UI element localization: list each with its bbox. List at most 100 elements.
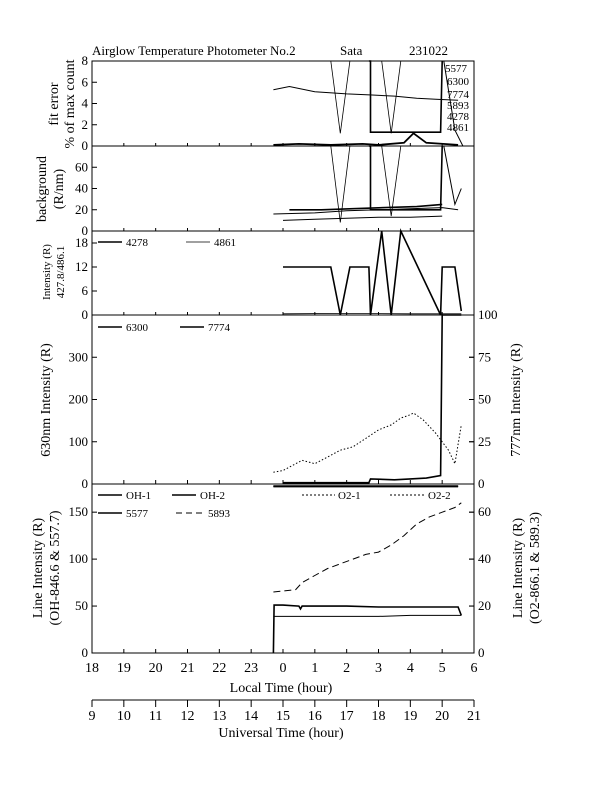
legend-label-7774: 7774 (208, 322, 231, 334)
xtick-label-ut-18: 18 (372, 709, 386, 724)
ylabel-427-486-line1: Intensity (R) (41, 244, 53, 300)
line-label-5893: 5893 (447, 100, 470, 112)
station-name: Sata (340, 43, 363, 58)
series-fe_spike-0-5 (443, 60, 464, 147)
ytick-label-0-0: 0 (82, 138, 89, 153)
ytick-label-4-150: 150 (69, 504, 89, 519)
xtick-label-ut-10: 10 (117, 709, 131, 724)
y2tick-label-3-25: 25 (478, 434, 491, 449)
xtick-label-ut-19: 19 (403, 709, 417, 724)
series-bg_box-1-3 (368, 145, 443, 211)
chart-panels: 0246802040600612180100200300025507510005… (69, 53, 498, 724)
ylabel-fit-error-line1: fit error (47, 82, 62, 125)
ylabel-background-line1: background (35, 156, 50, 222)
ytick-label-2-18: 18 (75, 235, 88, 250)
line-label-5577: 5577 (445, 63, 468, 75)
legend-6300-7774: 6300 7774 (98, 322, 231, 334)
series-bg_2-1-1 (289, 203, 443, 211)
panel-frame-1 (91, 145, 475, 232)
ytick-label-1-0: 0 (82, 223, 89, 238)
y2tick-label-3-75: 75 (478, 349, 491, 364)
ylabel-777: 777nm Intensity (R) (509, 343, 524, 457)
xtick-label-ut-13: 13 (212, 709, 226, 724)
legend-label-o22: O2-2 (428, 490, 451, 502)
xtick-label-ut-21: 21 (467, 709, 481, 724)
y2tick-label-4-60: 60 (478, 504, 491, 519)
line-label-4278: 4278 (447, 111, 470, 123)
line-label-4861: 4861 (447, 122, 469, 134)
ytick-label-0-4: 4 (82, 96, 89, 111)
ylabel-o2-589-line2: (O2-866.1 & 589.3) (528, 512, 543, 624)
ylabel-oh-557-line1: Line Intensity (R) (31, 518, 46, 619)
ylabel-background: background (R/nm) (35, 156, 67, 222)
xtick-label-ut-9: 9 (89, 709, 96, 724)
xtick-label-local-6: 6 (471, 661, 478, 676)
ylabel-fit-error-line2: % of max count (63, 59, 78, 148)
xtick-label-ut-17: 17 (340, 709, 354, 724)
series-fe_box-0-2 (368, 60, 443, 133)
ytick-label-2-6: 6 (82, 283, 89, 298)
legend-label-5577: 5577 (126, 508, 149, 520)
ylabel-fit-error: fit error % of max count (47, 59, 78, 148)
ytick-label-4-0: 0 (82, 645, 89, 660)
ylabel-427-486-line2: 427.8/486.1 (55, 246, 67, 299)
xtick-label-local-23: 23 (244, 661, 258, 676)
ytick-label-2-12: 12 (75, 259, 88, 274)
xtick-label-local-19: 19 (117, 661, 131, 676)
xtick-label-local-0: 0 (280, 661, 287, 676)
xtick-label-ut-20: 20 (435, 709, 449, 724)
series-fe_lower-0-1 (273, 132, 459, 146)
series-5577-4-4 (272, 604, 463, 654)
ytick-label-3-200: 200 (69, 392, 89, 407)
series-bg_spike-1-6 (443, 145, 462, 207)
ytick-label-3-0: 0 (82, 476, 89, 491)
xtick-label-local-2: 2 (343, 661, 350, 676)
ylabel-427-486: Intensity (R) 427.8/486.1 (41, 244, 67, 300)
xtick-label-local-21: 21 (181, 661, 195, 676)
ytick-label-3-300: 300 (69, 349, 89, 364)
legend-label-6300: 6300 (126, 322, 149, 334)
ylabel-o2-589-line1: Line Intensity (R) (511, 518, 526, 619)
xtick-label-ut-11: 11 (149, 709, 162, 724)
ytick-label-3-100: 100 (69, 434, 89, 449)
ytick-label-2-0: 0 (82, 307, 89, 322)
legend-label-oh1: OH-1 (126, 490, 151, 502)
ytick-label-0-8: 8 (82, 53, 89, 68)
ylabel-background-line2: (R/nm) (52, 168, 67, 209)
ylabel-oh-557: Line Intensity (R) (OH-846.6 & 557.7) (31, 510, 63, 625)
ylabel-630: 630nm Intensity (R) (39, 343, 54, 457)
series-OH-2-4-5 (273, 614, 462, 617)
ylabel-777-text: 777nm Intensity (R) (509, 343, 524, 457)
y2tick-label-3-100: 100 (478, 307, 498, 322)
xtick-label-ut-16: 16 (308, 709, 322, 724)
ytick-label-1-40: 40 (75, 181, 88, 196)
legend-label-4278: 4278 (126, 237, 149, 249)
y2tick-label-3-50: 50 (478, 392, 491, 407)
xtick-label-local-5: 5 (439, 661, 446, 676)
series-4278-2-0 (283, 228, 463, 316)
xtick-label-local-18: 18 (85, 661, 99, 676)
line-label-7774: 7774 (447, 89, 470, 101)
legend-label-oh2: OH-2 (200, 490, 225, 502)
series-7774-3-1 (273, 412, 462, 473)
series-5893-4-6 (273, 502, 462, 593)
panel-frame-2 (91, 230, 475, 316)
series-fe_upper-0-0 (273, 85, 459, 101)
xtick-label-local-22: 22 (212, 661, 226, 676)
xtick-label-ut-12: 12 (181, 709, 195, 724)
xtick-label-local-1: 1 (311, 661, 318, 676)
xlabel-local-time: Local Time (hour) (230, 681, 333, 696)
xtick-label-ut-15: 15 (276, 709, 290, 724)
series-bg_v2-1-5 (381, 145, 402, 217)
series-fe_v1-0-3 (330, 60, 351, 134)
y2tick-label-4-20: 20 (478, 598, 491, 613)
line-label-6300: 6300 (447, 76, 470, 88)
legend-airglow-lines: OH-1 OH-2 O2-1 O2-2 5577 5893 (98, 490, 451, 520)
xtick-label-local-3: 3 (375, 661, 382, 676)
ytick-label-4-100: 100 (69, 551, 89, 566)
series-bg_3-1-2 (282, 215, 443, 221)
series-6300-3-0 (283, 314, 462, 484)
xlabel-universal-time: Universal Time (hour) (218, 726, 344, 741)
